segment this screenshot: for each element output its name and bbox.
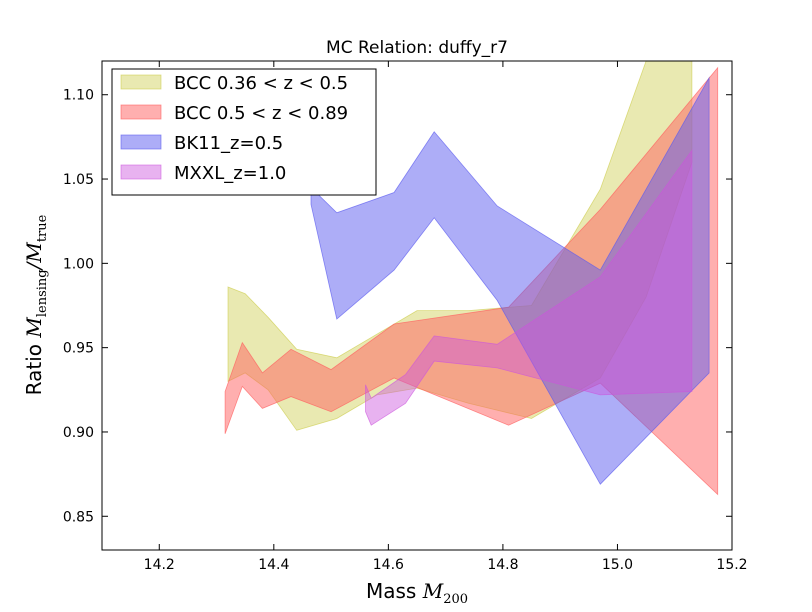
x-axis-label-subscript: 200: [443, 592, 468, 607]
y-tick-label: 0.90: [63, 425, 94, 441]
x-tick-label: 14.2: [144, 557, 175, 573]
y-axis-label-den-symbol: M: [22, 242, 46, 264]
legend-label-3: MXXL_z=1.0: [174, 163, 286, 184]
series-band-3: [365, 149, 693, 426]
legend-label-2: BK11_z=0.5: [174, 133, 283, 154]
x-tick-label: 15.0: [602, 557, 633, 573]
y-tick-label: 0.85: [63, 509, 94, 525]
y-tick-label: 1.05: [63, 172, 94, 188]
legend-label-0: BCC 0.36 < z < 0.5: [174, 73, 348, 94]
series-bands: [224, 61, 719, 496]
x-tick-label: 14.4: [258, 557, 289, 573]
x-axis-label: Mass M200: [366, 579, 468, 607]
x-axis-label-symbol: M: [422, 579, 444, 603]
y-tick-label: 1.00: [63, 256, 94, 272]
legend: BCC 0.36 < z < 0.5 BCC 0.5 < z < 0.89 BK11…: [111, 68, 377, 196]
x-tick-label: 14.6: [373, 557, 404, 573]
legend-swatch-3: [120, 164, 162, 180]
y-axis-label-den-sub: true: [35, 214, 50, 242]
legend-swatch-1: [120, 104, 162, 120]
y-tick-label: 0.95: [63, 341, 94, 357]
y-axis-label-num-symbol: M: [22, 317, 46, 339]
y-axis-label-slash: /: [22, 260, 46, 271]
axis-ticks: 14.2 14.4 14.6 14.8 15.0 15.2 0.85 0.90 0.95 1.00…: [63, 61, 748, 573]
legend-label-1: BCC 0.5 < z < 0.89: [174, 103, 348, 124]
series-band-1: [224, 66, 719, 496]
x-tick-label: 14.8: [487, 557, 518, 573]
x-tick-label: 15.2: [716, 557, 747, 573]
y-axis-label-prefix: Ratio: [22, 338, 46, 396]
x-axis-label-prefix: Mass: [366, 579, 423, 603]
legend-box: [111, 68, 377, 196]
y-tick-label: 1.10: [63, 88, 94, 104]
legend-swatch-2: [120, 134, 162, 150]
plot-frame: [101, 60, 733, 551]
series-band-2: [310, 76, 710, 485]
y-axis-label: Ratio Mlensing/Mtrue: [22, 214, 50, 395]
legend-swatch-0: [120, 74, 162, 90]
y-axis-label-num-sub: lensing: [35, 269, 50, 317]
chart-title: MC Relation: duffy_r7: [326, 38, 508, 58]
